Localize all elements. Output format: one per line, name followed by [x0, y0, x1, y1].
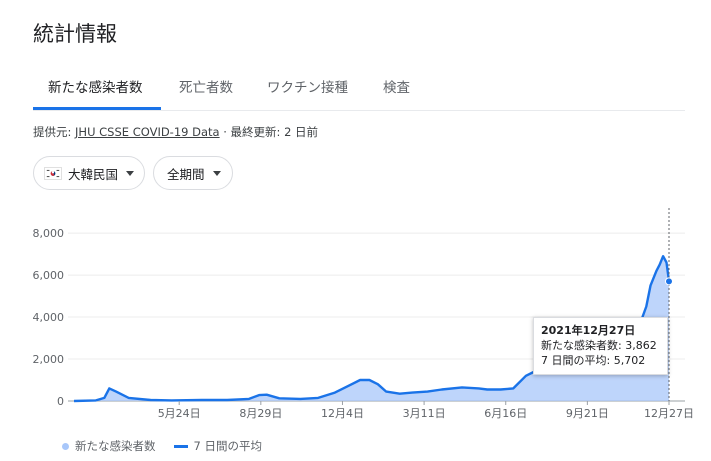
korea-flag-icon: [44, 166, 62, 180]
last-updated: · 最終更新: 2 日前: [219, 125, 319, 139]
x-tick-label: 12月4日: [321, 407, 364, 420]
x-tick-label: 5月24日: [158, 407, 201, 420]
y-tick-label: 8,000: [33, 227, 65, 240]
y-tick-label: 6,000: [33, 269, 65, 282]
region-dropdown[interactable]: 大韓民国: [33, 156, 145, 190]
legend-average: 7 日間の平均: [193, 439, 262, 453]
period-label: 全期間: [167, 166, 205, 182]
active-tab-indicator: [33, 107, 161, 110]
legend-cases: 新たな感染者数: [75, 439, 156, 453]
data-source: 提供元: JHU CSSE COVID-19 Data · 最終更新: 2 日前: [33, 124, 318, 140]
average-legend-marker: [173, 444, 188, 448]
chevron-down-icon: [212, 170, 221, 176]
hover-point: [665, 277, 673, 286]
x-tick-label: 9月21日: [566, 407, 609, 420]
source-link[interactable]: JHU CSSE COVID-19 Data: [75, 125, 220, 139]
daily-cases-area: [74, 256, 669, 401]
cases-legend-marker: [62, 442, 69, 450]
x-tick-label: 12月27日: [644, 407, 694, 420]
y-tick-label: 0: [57, 395, 64, 408]
x-tick-label: 3月11日: [403, 407, 446, 420]
page-title: 統計情報: [33, 22, 117, 46]
period-dropdown[interactable]: 全期間: [153, 156, 233, 190]
region-label: 大韓民国: [68, 166, 119, 182]
x-tick-label: 8月29日: [239, 407, 282, 420]
tab-vaccination[interactable]: ワクチン接種: [267, 80, 348, 96]
source-prefix: 提供元:: [33, 125, 76, 139]
tab-deaths[interactable]: 死亡者数: [179, 80, 233, 96]
x-tick-label: 6月16日: [484, 407, 527, 420]
y-tick-label: 2,000: [33, 353, 65, 366]
y-tick-label: 4,000: [33, 311, 65, 324]
tab-new-cases[interactable]: 新たな感染者数: [48, 80, 143, 96]
tab-tests[interactable]: 検査: [383, 80, 410, 96]
tooltip-average: 7 日間の平均: 5,702: [541, 354, 646, 367]
tooltip-cases: 新たな感染者数: 3,862: [541, 339, 657, 352]
chart-legend: 新たな感染者数 7 日間の平均: [62, 438, 262, 454]
tab-bar: 新たな感染者数 死亡者数 ワクチン接種 検査: [33, 64, 685, 111]
tooltip-date: 2021年12月27日: [541, 324, 636, 337]
chart-tooltip: 2021年12月27日 新たな感染者数: 3,862 7 日間の平均: 5,70…: [533, 317, 668, 375]
chevron-down-icon: [126, 170, 135, 176]
